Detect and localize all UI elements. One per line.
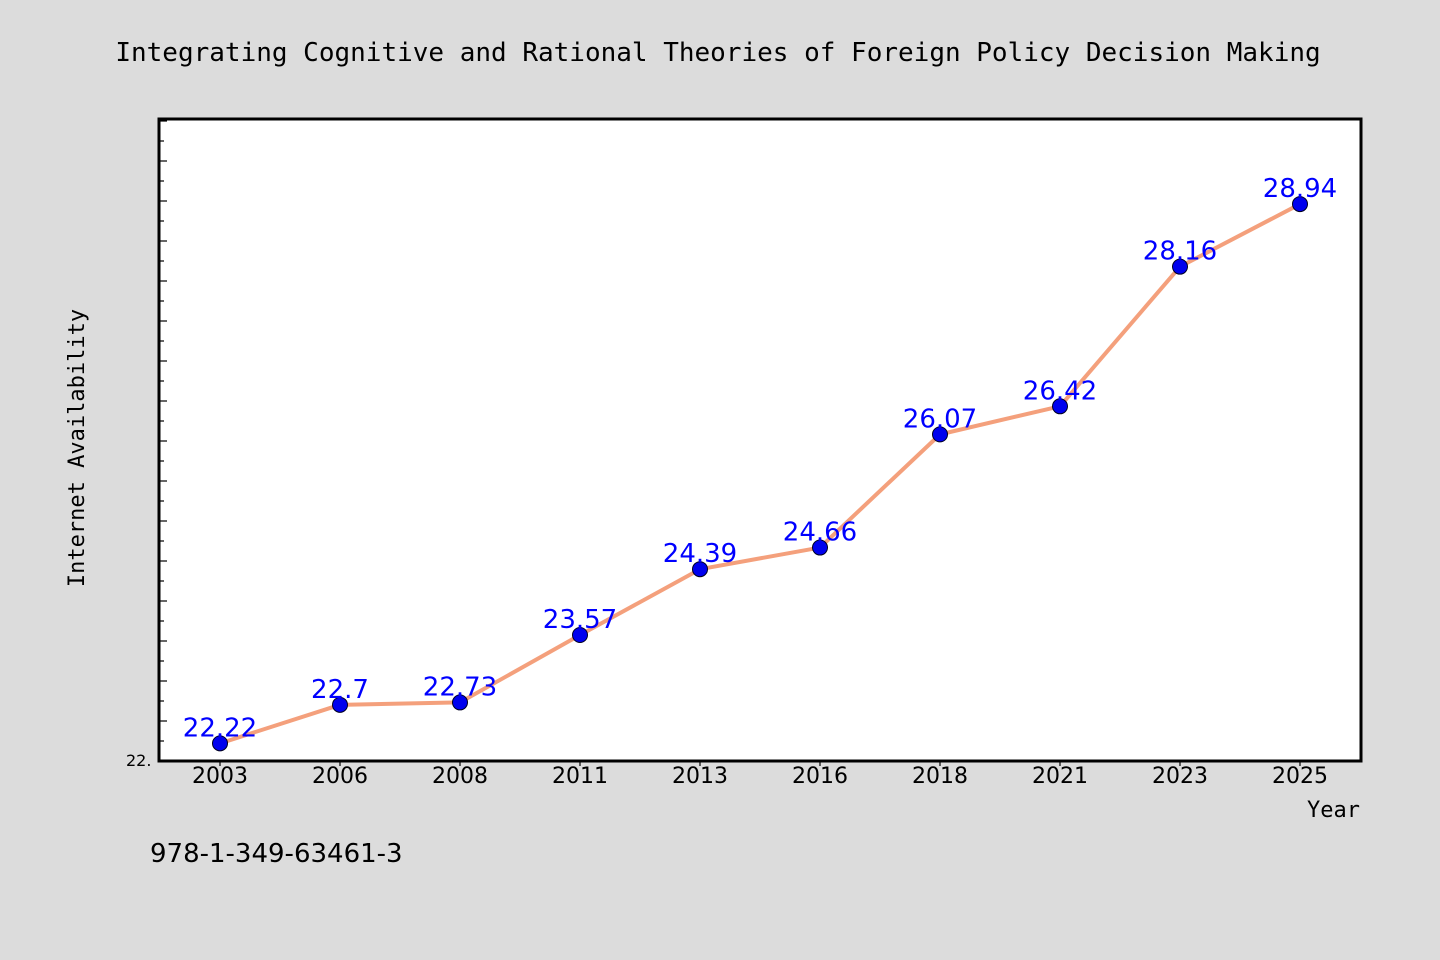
data-point xyxy=(1172,258,1188,275)
series-line xyxy=(218,202,1302,746)
x-tick-label: 2008 xyxy=(432,764,488,789)
x-tick-label: 2013 xyxy=(672,764,728,789)
data-point xyxy=(212,735,228,752)
data-point xyxy=(932,426,948,443)
data-label: 28.16 xyxy=(1143,237,1217,267)
data-point xyxy=(572,627,588,644)
x-tick-label: 2011 xyxy=(552,764,608,789)
data-label: 22.73 xyxy=(423,672,497,702)
data-point xyxy=(1052,398,1068,415)
x-tick-label: 2025 xyxy=(1272,764,1328,789)
series-line-group xyxy=(218,202,1302,746)
data-point xyxy=(812,539,828,556)
data-point xyxy=(452,694,468,711)
data-label: 28.94 xyxy=(1263,174,1337,204)
x-tick-label: 2023 xyxy=(1152,764,1208,789)
data-label: 26.07 xyxy=(903,404,977,434)
data-labels: 22.22 22.7 22.73 23.57 24.39 24.66 26.07 26.42 2… xyxy=(183,174,1337,743)
y-axis-label: Internet Availability xyxy=(65,309,90,587)
x-tick-label: 2006 xyxy=(312,764,368,789)
x-tick-label: 2021 xyxy=(1032,764,1088,789)
data-label: 24.66 xyxy=(783,518,857,548)
plot-area xyxy=(157,117,1363,763)
data-label: 22.7 xyxy=(311,675,369,705)
data-label: 23.57 xyxy=(543,605,617,635)
isbn-text: 978-1-349-63461-3 xyxy=(150,839,403,869)
data-point xyxy=(692,561,708,578)
x-axis-ticks: 2003 2006 2008 2011 2013 2016 2018 2021 2023 2025 xyxy=(192,761,1328,789)
data-point xyxy=(1292,196,1308,213)
chart-title: Integrating Cognitive and Rational Theor… xyxy=(115,38,1320,68)
y-axis-ticks xyxy=(159,120,167,762)
x-tick-label: 2003 xyxy=(192,764,248,789)
x-tick-label: 2016 xyxy=(792,764,848,789)
data-markers xyxy=(212,196,1308,752)
x-axis-label: Year xyxy=(1307,798,1360,823)
data-point xyxy=(332,696,348,713)
x-tick-label: 2018 xyxy=(912,764,968,789)
data-label: 24.39 xyxy=(663,539,737,569)
data-label: 26.42 xyxy=(1023,376,1097,406)
data-label: 22.22 xyxy=(183,713,257,743)
y-tick-label: 22. xyxy=(126,751,151,770)
